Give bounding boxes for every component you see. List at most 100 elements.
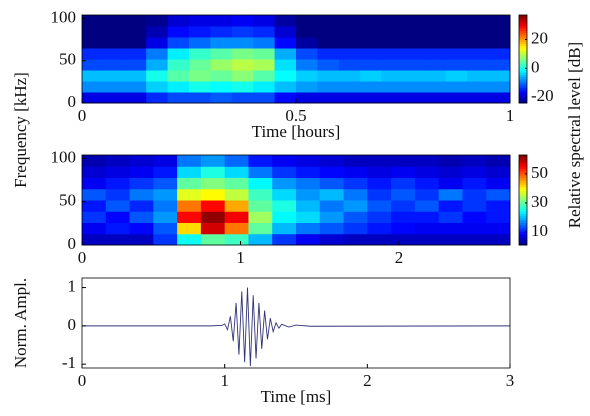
- colorbar-segment: [519, 170, 527, 174]
- colorbar-segment: [519, 242, 527, 246]
- heatmap-cell: [200, 233, 226, 246]
- colorbar-segment: [519, 204, 527, 208]
- colorbar-segment: [519, 161, 527, 165]
- heatmap-cell: [105, 166, 131, 178]
- heatmap-cell: [343, 155, 368, 167]
- heatmap-cell: [253, 81, 276, 93]
- heatmap-cell: [124, 59, 147, 71]
- heatmap-cell: [296, 15, 318, 27]
- heatmap-cell: [381, 70, 404, 82]
- heatmap-cell: [317, 26, 340, 38]
- heatmap-cell: [317, 92, 340, 104]
- heatmap-cell: [177, 211, 202, 223]
- heatmap-cell: [486, 166, 511, 178]
- heatmap-cell: [274, 81, 297, 93]
- heatmap-cell: [462, 222, 487, 235]
- colorbar-segment: [519, 26, 527, 29]
- y-tick-label: 1: [68, 276, 77, 295]
- heatmap-cell: [445, 48, 468, 60]
- colorbar-segment: [519, 188, 527, 192]
- colorbar-segment: [519, 23, 527, 27]
- heatmap-cell: [153, 177, 178, 190]
- heatmap-cell: [82, 211, 107, 223]
- x-tick-label: 0: [78, 248, 87, 267]
- colorbar-segment: [519, 32, 527, 36]
- heatmap-cell: [146, 59, 169, 71]
- heatmap-cell: [146, 15, 169, 27]
- heatmap-cell: [488, 92, 511, 104]
- heatmap-cell: [488, 37, 511, 49]
- heatmap-cell: [231, 48, 254, 60]
- heatmap-cell: [274, 26, 297, 38]
- x-axis-label: Time [ms]: [261, 387, 332, 406]
- heatmap-cell: [82, 177, 107, 190]
- x-tick-label: 0.5: [285, 106, 306, 125]
- colorbar-segment: [519, 83, 527, 86]
- y-tick-label: 50: [59, 50, 76, 69]
- heatmap-cell: [488, 81, 511, 93]
- heatmap-cell: [224, 222, 249, 235]
- heatmap-cell: [381, 81, 404, 93]
- colorbar-segment: [519, 220, 527, 223]
- heatmap-cell: [231, 37, 254, 49]
- heatmap-cell: [343, 222, 368, 235]
- heatmap-cell: [272, 222, 297, 235]
- heatmap-cell: [129, 222, 154, 235]
- colorbar-frame: [518, 14, 528, 104]
- heatmap-cell: [103, 81, 126, 93]
- heatmap-cell: [82, 233, 107, 246]
- heatmap-cell: [105, 188, 131, 201]
- heatmap-cell: [105, 177, 131, 190]
- heatmap-cell: [424, 92, 447, 104]
- axes-frame: [81, 277, 511, 369]
- heatmap-cell: [146, 26, 169, 38]
- colorbar-segment: [519, 166, 527, 169]
- heatmap-cell: [391, 188, 416, 201]
- heatmap-cell: [103, 37, 126, 49]
- heatmap-cell: [274, 37, 297, 49]
- colorbar-segment: [519, 76, 527, 80]
- heatmap-cell: [189, 92, 211, 104]
- heatmap-cell: [210, 48, 233, 60]
- heatmap-cell: [231, 81, 254, 93]
- heatmap-cell: [248, 166, 273, 178]
- heatmap-cell: [403, 70, 425, 82]
- heatmap-cell: [103, 26, 126, 38]
- y-tick-label: 0: [68, 315, 77, 334]
- heatmap-cell: [129, 166, 154, 178]
- heatmap-cell: [367, 166, 392, 178]
- colorbar-segment: [519, 85, 527, 89]
- heatmap-cell: [129, 155, 154, 167]
- heatmap-cell: [248, 155, 273, 167]
- heatmap-cell: [403, 92, 425, 104]
- heatmap-cell: [462, 211, 487, 223]
- colorbar-segment: [519, 19, 527, 23]
- heatmap-cell: [381, 48, 404, 60]
- heatmap-cell: [210, 92, 233, 104]
- heatmap-cell: [486, 200, 511, 212]
- heatmap-cell: [391, 211, 416, 223]
- heatmap-cell: [296, 70, 318, 82]
- heatmap-cell: [424, 37, 447, 49]
- heatmap-cell: [367, 233, 392, 246]
- heatmap-cell: [210, 70, 233, 82]
- heatmap-cell: [296, 81, 318, 93]
- heatmap-cell: [462, 177, 487, 190]
- heatmap-cell: [317, 59, 340, 71]
- colorbar-segment: [519, 184, 527, 187]
- heatmap-cell: [231, 26, 254, 38]
- heatmap-cell: [488, 15, 511, 27]
- heatmap-cell: [153, 233, 178, 246]
- colorbar-segment: [519, 155, 527, 158]
- colorbar-segment: [519, 229, 527, 232]
- colorbar-segment: [519, 30, 527, 34]
- heatmap-cell: [319, 222, 345, 235]
- colorbar-segment: [519, 17, 527, 20]
- heatmap-cell: [253, 26, 276, 38]
- heatmap-cell: [360, 26, 383, 38]
- heatmap-cell: [224, 166, 249, 178]
- heatmap-cell: [319, 177, 345, 190]
- heatmap-cell: [153, 200, 178, 212]
- x-tick-label: 2: [395, 248, 404, 267]
- heatmap-cell: [153, 222, 178, 235]
